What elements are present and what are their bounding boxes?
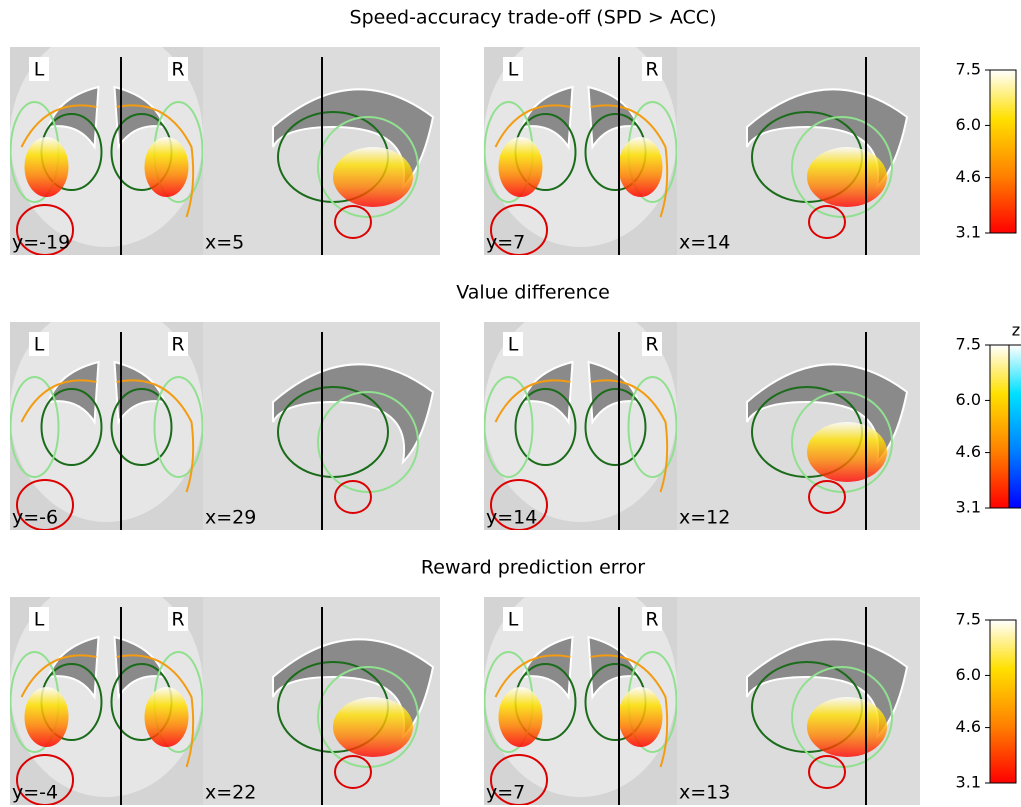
- coordinate-label: y=-19: [12, 232, 70, 254]
- colorbar-tick-label: 3.1: [956, 773, 981, 792]
- row-title: Speed-accuracy trade-off (SPD > ACC): [350, 7, 717, 29]
- colorbar-tick-label: 3.1: [956, 498, 981, 517]
- activation: [145, 137, 189, 197]
- coordinate-label: x=14: [679, 232, 730, 254]
- figure: Speed-accuracy trade-off (SPD > ACC) y=-1…: [0, 0, 1021, 807]
- side-label: R: [171, 609, 184, 631]
- colorbar-tick-label: 7.5: [956, 60, 981, 79]
- row-title: Value difference: [456, 282, 610, 304]
- activation: [619, 687, 663, 747]
- colorbar-tick-label: 6.0: [956, 390, 981, 409]
- side-label: L: [34, 59, 45, 81]
- colorbar-tick-label: 4.6: [956, 442, 981, 461]
- side-label: R: [171, 334, 184, 356]
- coordinate-label: y=-6: [12, 507, 58, 529]
- colorbar-tick-label: 3.1: [956, 223, 981, 242]
- colorbar: [990, 70, 1016, 233]
- colorbar-tick-label: 4.6: [956, 167, 981, 186]
- side-label: R: [645, 609, 658, 631]
- side-label: R: [645, 334, 658, 356]
- side-label: R: [171, 59, 184, 81]
- side-label: L: [508, 334, 519, 356]
- coordinate-label: y=-4: [12, 782, 58, 804]
- brain-panel: [203, 322, 440, 530]
- activation: [807, 697, 887, 757]
- row-title: Reward prediction error: [421, 557, 645, 579]
- brain-panel: [677, 47, 920, 255]
- activation: [25, 687, 69, 747]
- activation: [807, 147, 887, 207]
- coordinate-label: y=7: [486, 782, 525, 804]
- coordinate-label: x=12: [679, 507, 730, 529]
- colorbar: [990, 620, 1016, 783]
- rows: Speed-accuracy trade-off (SPD > ACC) y=-1…: [10, 7, 1021, 806]
- activation: [807, 422, 887, 482]
- brain-panel: [203, 47, 440, 255]
- side-label: R: [645, 59, 658, 81]
- coordinate-label: x=5: [205, 232, 244, 254]
- brain-panel: [677, 597, 920, 805]
- activation: [25, 137, 69, 197]
- side-label: L: [508, 609, 519, 631]
- brain-panel: [677, 322, 920, 530]
- side-label: L: [34, 609, 45, 631]
- activation: [145, 687, 189, 747]
- colorbar-unit: z: [1012, 321, 1020, 340]
- colorbar-tick-label: 6.0: [956, 115, 981, 134]
- activation: [333, 697, 413, 757]
- activation: [619, 137, 663, 197]
- brain-panel: [203, 597, 440, 805]
- coordinate-label: x=29: [205, 507, 256, 529]
- colorbar-tick-label: 4.6: [956, 717, 981, 736]
- coordinate-label: y=14: [486, 507, 537, 529]
- side-label: L: [34, 334, 45, 356]
- colorbar-tick-label: 6.0: [956, 665, 981, 684]
- activation: [499, 137, 543, 197]
- coordinate-label: y=7: [486, 232, 525, 254]
- colorbar: [1009, 345, 1021, 508]
- side-label: L: [508, 59, 519, 81]
- coordinate-label: x=22: [205, 782, 256, 804]
- colorbar-tick-label: 7.5: [956, 335, 981, 354]
- coordinate-label: x=13: [679, 782, 730, 804]
- colorbar-tick-label: 7.5: [956, 610, 981, 629]
- activation: [499, 687, 543, 747]
- activation: [333, 147, 413, 207]
